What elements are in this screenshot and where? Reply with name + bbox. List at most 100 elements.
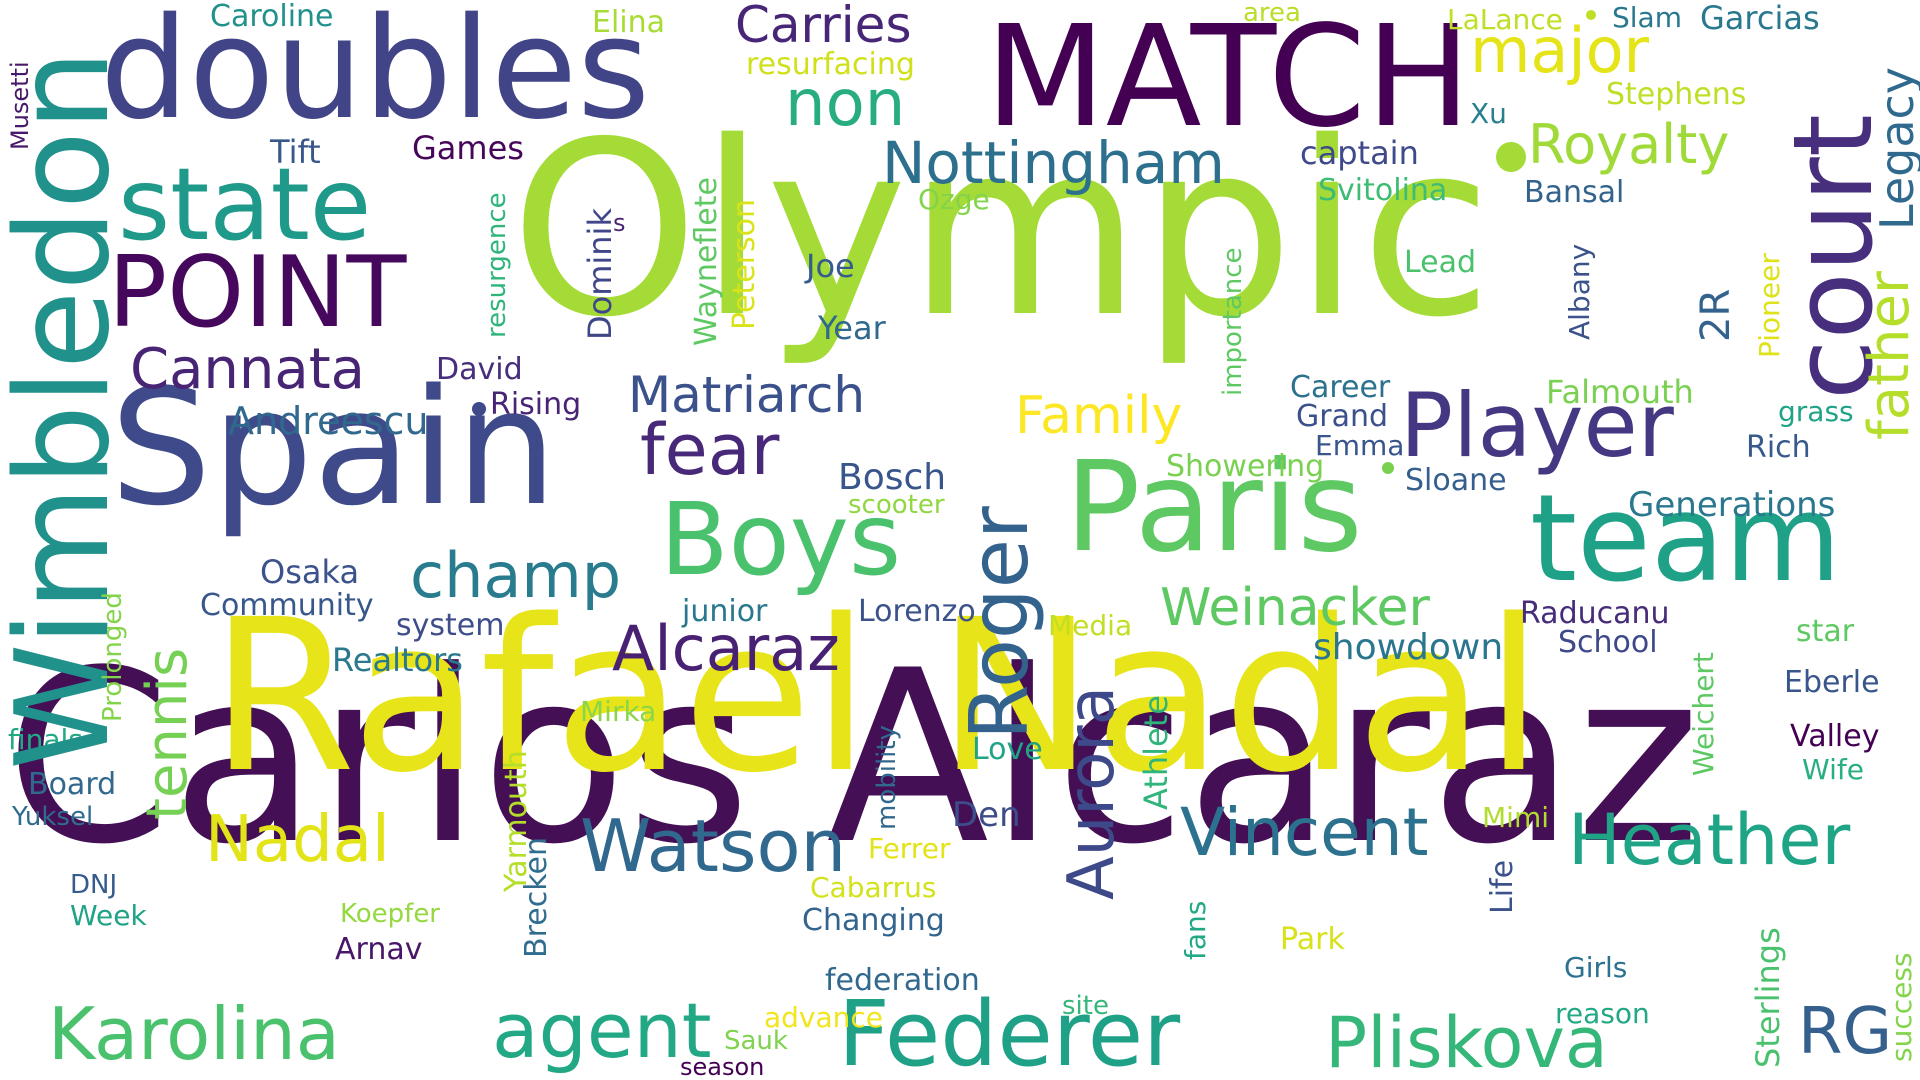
dot-mark <box>1586 10 1596 20</box>
word: MATCH <box>985 8 1471 148</box>
word: area <box>1243 0 1301 26</box>
word: mobility <box>874 725 900 830</box>
word: importance <box>1220 247 1246 396</box>
word: Ozge <box>918 186 990 214</box>
word: Ferrer <box>868 835 950 863</box>
word: Stephens <box>1606 80 1746 110</box>
word: Bansal <box>1524 178 1624 208</box>
word: Games <box>412 132 524 164</box>
word: Yuksel <box>12 804 93 830</box>
word: Svitolina <box>1318 176 1447 206</box>
word: Caroline <box>210 2 334 32</box>
word: Legacy <box>1874 67 1920 230</box>
word: resurgence <box>484 192 510 338</box>
word: Showering <box>1166 452 1324 482</box>
word: Media <box>1048 612 1132 640</box>
word: Andreescu <box>228 402 429 440</box>
word: Vincent <box>1180 800 1428 866</box>
word: Garcias <box>1700 2 1820 34</box>
word: Cabarrus <box>810 874 937 902</box>
word: fear <box>640 415 779 485</box>
word: Matriarch <box>628 370 865 420</box>
word: agent <box>492 993 712 1069</box>
word: Falmouth <box>1546 376 1694 408</box>
word: Girls <box>1564 954 1627 982</box>
word: Rising <box>490 390 581 420</box>
word: Wayneflete <box>692 177 722 346</box>
word: Elina <box>592 8 665 38</box>
word: reason <box>1555 1000 1650 1028</box>
word: Osaka <box>260 556 359 588</box>
word: resurfacing <box>746 50 915 80</box>
word: Joe <box>806 250 855 282</box>
word: Heather <box>1568 805 1850 875</box>
word: Prolonged <box>100 592 126 722</box>
word: grass <box>1778 398 1854 426</box>
word: Roger <box>960 506 1040 740</box>
dot-mark <box>472 402 486 416</box>
word: father <box>1862 271 1918 440</box>
word: Cannata <box>130 342 365 398</box>
word: Nadal <box>205 808 390 872</box>
word: Life <box>1488 860 1518 914</box>
word: success <box>1888 952 1916 1062</box>
word: Slam <box>1612 4 1682 32</box>
word: POINT <box>108 244 406 342</box>
word: Sterlings <box>1752 927 1784 1068</box>
word: Generations <box>1628 488 1835 522</box>
word: DNJ <box>70 872 117 898</box>
word: Realtors <box>332 644 463 676</box>
word: Park <box>1280 925 1345 955</box>
word: Koepfer <box>340 901 440 927</box>
word: Rich <box>1746 433 1811 463</box>
word: system <box>396 611 504 641</box>
word: Xu <box>1470 100 1507 128</box>
word: Changing <box>802 906 945 936</box>
word: Den <box>952 798 1021 832</box>
word: School <box>1558 628 1658 658</box>
word: Brecken <box>522 837 552 958</box>
word: RG <box>1798 1000 1892 1064</box>
word: Wife <box>1802 756 1864 784</box>
word: Albany <box>1566 244 1594 340</box>
word: LaLance <box>1447 6 1563 34</box>
word: Peterson <box>730 199 760 330</box>
word: Community <box>200 591 374 621</box>
word: Year <box>818 312 886 344</box>
word: Grand <box>1296 402 1388 432</box>
word: Carries <box>735 0 912 50</box>
dot-mark <box>1496 142 1526 172</box>
word: Week <box>70 902 147 930</box>
word: Tift <box>270 136 321 168</box>
dot-mark <box>1382 462 1394 474</box>
word: captain <box>1300 137 1419 169</box>
word: Board <box>28 770 116 800</box>
word: Karolina <box>48 998 340 1070</box>
word: site <box>1062 993 1109 1019</box>
word: Sloane <box>1405 466 1507 496</box>
word: Mirka <box>580 698 656 726</box>
word: Weichert <box>1690 652 1718 776</box>
word: Mimi <box>1482 804 1549 832</box>
word: Eberle <box>1784 668 1880 698</box>
word: champ <box>410 545 621 607</box>
word: Athlete <box>1140 695 1172 810</box>
word: showdown <box>1313 630 1503 666</box>
word: Watson <box>580 810 846 882</box>
word: season <box>680 1055 764 1079</box>
word: doubles <box>100 0 650 140</box>
word: Family <box>1015 390 1182 442</box>
word: federation <box>825 966 980 996</box>
word: fans <box>1182 901 1210 960</box>
word: Lead <box>1404 248 1476 278</box>
word: Royalty <box>1528 118 1729 172</box>
word: Valley <box>1790 722 1879 752</box>
word: Sauk <box>724 1028 788 1054</box>
word: Dominik <box>584 208 616 340</box>
word: Pioneer <box>1756 253 1784 358</box>
word: Federer <box>838 990 1180 1080</box>
word: scooter <box>848 492 945 518</box>
word: Musetti <box>8 61 32 150</box>
word: Arnav <box>335 935 422 965</box>
